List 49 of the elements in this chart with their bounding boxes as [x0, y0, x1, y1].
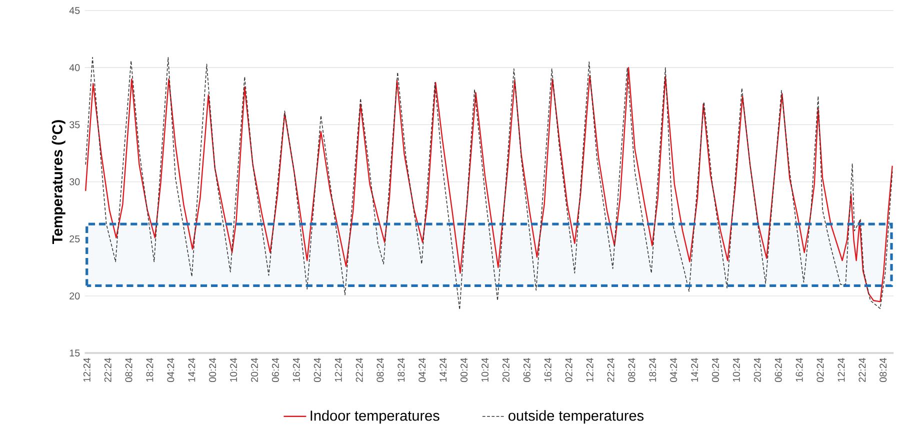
- x-tick-label: 16:24: [544, 358, 552, 382]
- x-tick-label: 06:24: [272, 358, 279, 382]
- x-tick-label: 02:24: [816, 358, 824, 382]
- y-tick-label: 45: [69, 7, 80, 14]
- x-tick-label: 12:24: [586, 358, 594, 382]
- x-tick-label: 10:24: [230, 358, 238, 382]
- x-tick-label: 22:24: [858, 358, 866, 382]
- legend-label: outside temperatures: [508, 410, 644, 424]
- x-tick-label: 18:24: [649, 358, 656, 382]
- x-tick-label: 12:24: [838, 358, 845, 382]
- y-axis-title: Temperatures (°C): [52, 120, 66, 244]
- x-tick-label: 04:24: [167, 358, 174, 382]
- x-tick-label: 20:24: [502, 358, 510, 382]
- x-tick-label: 04:24: [418, 358, 426, 382]
- x-tick-label: 16:24: [292, 358, 300, 382]
- x-tick-label: 06:24: [774, 358, 782, 382]
- y-tick-label: 40: [69, 64, 80, 72]
- x-tick-label: 14:24: [440, 358, 447, 382]
- x-tick-label: 00:24: [460, 358, 468, 382]
- x-tick-label: 08:24: [125, 358, 132, 382]
- y-tick-label: 25: [70, 235, 80, 242]
- x-tick-label: 10:24: [481, 358, 488, 382]
- y-tick-label: 30: [69, 178, 80, 186]
- x-tick-label: 14:24: [188, 358, 196, 382]
- x-tick-label: 18:24: [146, 358, 154, 382]
- x-tick-label: 02:24: [565, 358, 572, 382]
- x-tick-label: 22:24: [607, 358, 614, 382]
- x-tick-label: 22:24: [356, 358, 363, 382]
- legend-label: Indoor temperatures: [310, 410, 440, 424]
- x-tick-label: 18:24: [398, 358, 405, 382]
- x-tick-label: 02:24: [314, 358, 321, 382]
- x-tick-label: 08:24: [628, 358, 636, 382]
- y-tick-label: 20: [70, 292, 80, 300]
- x-tick-label: 00:24: [712, 358, 719, 382]
- x-tick-label: 20:24: [250, 358, 258, 382]
- x-tick-label: 08:24: [376, 358, 384, 382]
- x-tick-label: 14:24: [691, 358, 698, 382]
- x-tick-label: 12:24: [334, 358, 342, 382]
- x-tick-label: 22:24: [104, 358, 112, 382]
- x-tick-label: 12:24: [83, 358, 90, 382]
- y-tick-label: 15: [70, 350, 80, 357]
- x-tick-label: 20:24: [754, 358, 761, 382]
- x-tick-label: 04:24: [670, 358, 678, 382]
- x-tick-label: 06:24: [523, 358, 530, 382]
- x-tick-label: 08:24: [880, 358, 887, 382]
- y-tick-label: 35: [69, 121, 80, 128]
- x-tick-label: 16:24: [796, 358, 803, 382]
- x-tick-label: 00:24: [209, 358, 216, 382]
- x-tick-label: 10:24: [732, 358, 740, 382]
